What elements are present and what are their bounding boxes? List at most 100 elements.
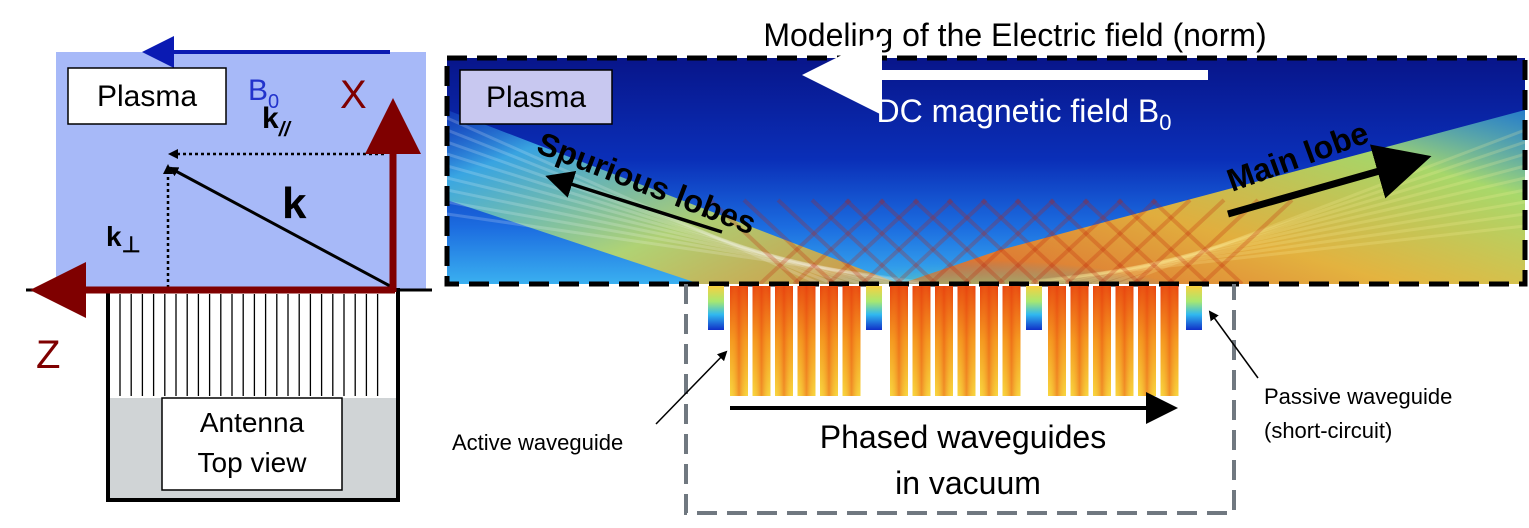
passive-waveguide-pointer (1208, 310, 1259, 379)
field-streaks (447, 116, 1525, 284)
k-vector (168, 166, 391, 288)
phased-waveguides-line1: Phased waveguides (820, 419, 1106, 455)
field-streak (447, 164, 877, 284)
field-streak (758, 198, 852, 284)
field-streak (1150, 198, 1244, 284)
field-streak (980, 198, 1074, 284)
waveguide-shading (980, 286, 998, 396)
waveguide-shading (1070, 286, 1089, 396)
field-streak (447, 212, 933, 284)
field-streak (1030, 198, 1124, 284)
passive-waveguide (1026, 286, 1042, 330)
waveguide-shading (797, 286, 816, 396)
field-model-panel: Modeling of the Electric field (norm) Pl… (444, 17, 1528, 515)
field-streak (810, 198, 904, 284)
field-streak (1132, 198, 1226, 284)
field-streak (1035, 200, 1525, 284)
field-streak (1200, 198, 1294, 284)
passive-waveguide (1186, 286, 1202, 330)
x-axis-label: X (340, 73, 367, 117)
antenna-label-box (161, 397, 343, 491)
field-streak (1077, 164, 1525, 284)
waveguide-shading (912, 286, 931, 396)
active-waveguide-label: Active waveguide (452, 430, 623, 455)
field-streak (1021, 212, 1525, 284)
waveguide-shading (752, 286, 771, 396)
field-streak (708, 198, 802, 284)
field-streak (1105, 140, 1525, 284)
field-streak (1116, 198, 1210, 284)
field-streak (1063, 176, 1525, 284)
electric-field-map (447, 58, 1525, 284)
waveguide-shading (1160, 286, 1179, 396)
field-streak (447, 176, 891, 284)
waveguide-shading (1093, 286, 1111, 396)
field-streak (447, 152, 863, 284)
field-streak (860, 198, 954, 284)
waveguide-shading (957, 286, 976, 396)
field-streak (447, 188, 905, 284)
field-streak (894, 198, 988, 284)
field-streak (1098, 198, 1192, 284)
main-lobe-arrow (1227, 144, 1432, 218)
waveguide-shading (1138, 286, 1156, 396)
field-plasma-label: Plasma (486, 81, 586, 114)
waveguide-shading (842, 286, 861, 396)
field-streak (742, 198, 836, 284)
waveguide-shading (820, 286, 838, 396)
waveguide-shading (1115, 286, 1134, 396)
field-streak (776, 198, 870, 284)
spurious-lobes-arrow (545, 171, 723, 234)
field-streak (826, 198, 920, 284)
antenna-grill-lines (119, 294, 379, 396)
field-streak (1049, 188, 1525, 284)
field-streak (792, 198, 886, 284)
field-streak (844, 198, 938, 284)
waveguide-shading (775, 286, 793, 396)
left-schematic: Plasma B0 k// X k k⊥ Antenna Top view Z (26, 36, 432, 502)
plasma-label-box (67, 67, 227, 125)
field-streak (1064, 198, 1158, 284)
field-streak (878, 198, 972, 284)
z-axis-label: Z (36, 333, 60, 377)
antenna-grill-area (110, 292, 396, 398)
field-streak (1014, 198, 1108, 284)
kperp-label: k⊥ (106, 221, 141, 257)
b0-label: B0 (248, 74, 279, 113)
field-streak (447, 116, 821, 284)
field-streak (996, 198, 1090, 284)
waveguide-shading (1002, 286, 1021, 396)
passive-waveguide (866, 286, 882, 330)
waveguide-array (708, 286, 1202, 396)
antenna-label-line1: Antenna (200, 407, 305, 438)
field-streak (1166, 198, 1260, 284)
field-map-border (444, 55, 1528, 287)
passive-waveguide-line2: (short-circuit) (1264, 418, 1392, 443)
field-streak (1119, 128, 1525, 284)
phased-waveguides-line2: in vacuum (895, 465, 1041, 501)
field-streak (447, 200, 919, 284)
field-streak (962, 198, 1056, 284)
field-streak (1082, 198, 1176, 284)
active-waveguide-pointer (655, 350, 728, 425)
plasma-label: Plasma (97, 80, 197, 113)
field-streak (912, 198, 1006, 284)
field-streak (1048, 198, 1142, 284)
field-streak (1007, 224, 1525, 284)
waveguide-shading (730, 286, 748, 396)
dc-field-label: DC magnetic field B0 (876, 93, 1171, 135)
k-label: k (282, 179, 307, 228)
field-streak (928, 198, 1022, 284)
passive-waveguide-line1: Passive waveguide (1264, 384, 1452, 409)
field-plasma-label-box (459, 69, 613, 125)
field-streak (946, 198, 1040, 284)
waveguide-shading (1048, 286, 1066, 396)
field-streak (447, 140, 849, 284)
passive-waveguide (708, 286, 724, 330)
waveguide-shading (935, 286, 953, 396)
waveguide-shading (890, 286, 908, 396)
antenna-label-line2: Top view (198, 447, 308, 478)
panel-title: Modeling of the Electric field (norm) (763, 17, 1266, 53)
kpar-label: k// (262, 102, 292, 141)
